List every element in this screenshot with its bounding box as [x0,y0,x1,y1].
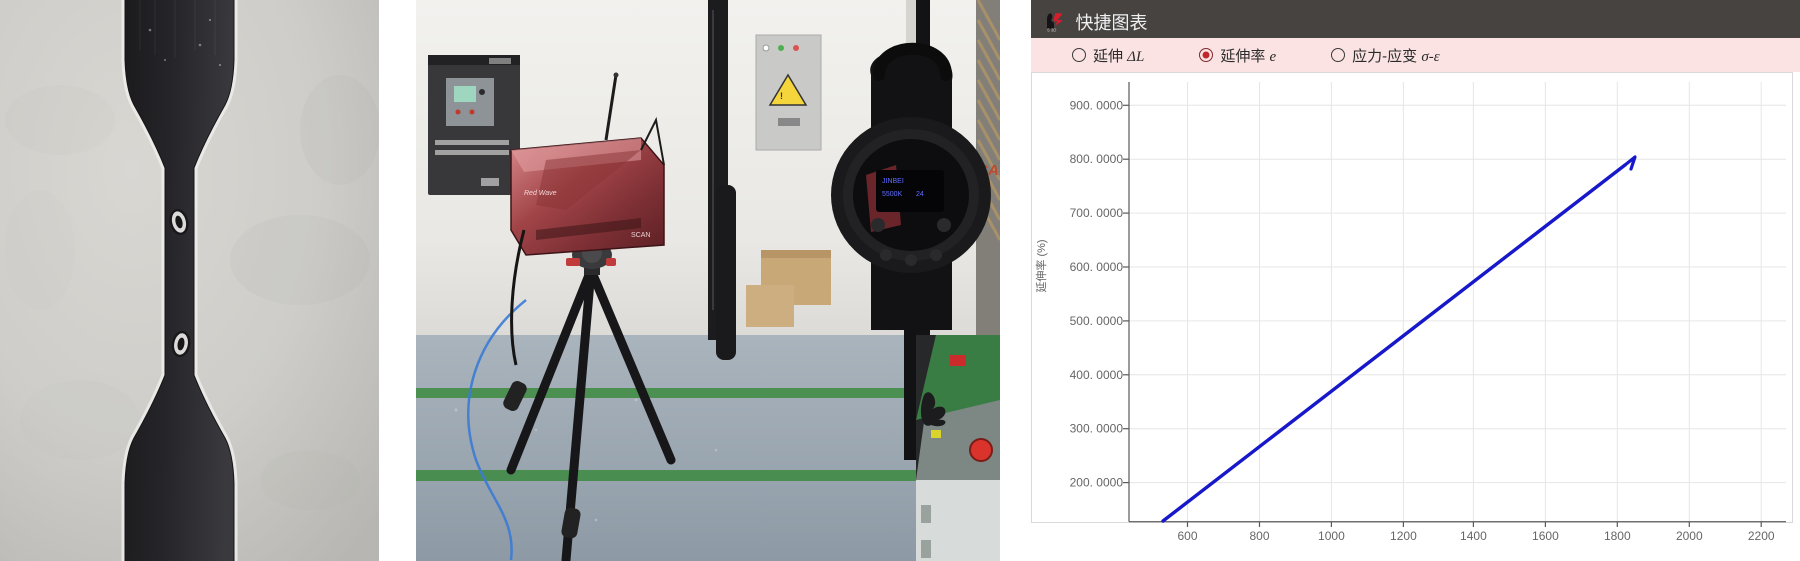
svg-text:800: 800 [1249,529,1269,543]
svg-text:24: 24 [916,191,924,198]
svg-text:SCAN: SCAN [631,232,650,239]
svg-text:800. 0000: 800. 0000 [1070,152,1124,166]
svg-text:2200: 2200 [1748,529,1775,543]
svg-text:200. 0000: 200. 0000 [1070,476,1124,490]
svg-text:600. 0000: 600. 0000 [1070,260,1124,274]
svg-text:!: ! [780,91,783,101]
svg-text:JINBEI: JINBEI [882,178,904,185]
svg-text:400. 0000: 400. 0000 [1070,368,1124,382]
svg-text:5 3D: 5 3D [1047,27,1056,32]
svg-text:600: 600 [1177,529,1197,543]
svg-text:300. 0000: 300. 0000 [1070,422,1124,436]
svg-text:5500K: 5500K [882,191,903,198]
svg-text:1000: 1000 [1318,529,1345,543]
svg-text:2000: 2000 [1676,529,1703,543]
svg-text:1600: 1600 [1532,529,1559,543]
svg-text:900. 0000: 900. 0000 [1070,98,1124,112]
svg-text:Red Wave: Red Wave [524,190,557,197]
svg-text:延伸率 (%): 延伸率 (%) [1034,239,1048,292]
svg-text:1400: 1400 [1460,529,1487,543]
svg-text:700. 0000: 700. 0000 [1070,206,1124,220]
svg-text:500. 0000: 500. 0000 [1070,314,1124,328]
svg-text:1800: 1800 [1604,529,1631,543]
svg-text:1200: 1200 [1390,529,1417,543]
